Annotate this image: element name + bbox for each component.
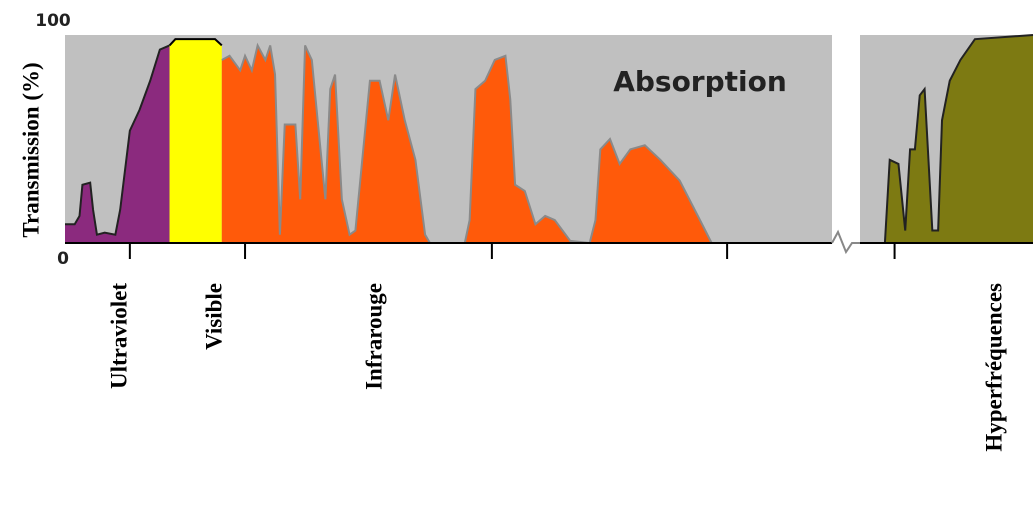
axis-break [831, 229, 860, 255]
areas [65, 34, 1034, 245]
series-label: Hyperfréquences [981, 283, 1006, 452]
y-tick-label: 0 [57, 249, 69, 269]
y-tick-label: 100 [35, 11, 71, 31]
series-label: Infrarouge [361, 283, 386, 390]
y-axis-label: Transmission (%) [18, 62, 43, 237]
area-outline [168, 38, 223, 47]
annotation: Absorption [613, 65, 787, 98]
area-outline [65, 44, 170, 236]
series-label: Ultraviolet [106, 283, 131, 389]
area-outline [221, 42, 713, 245]
series-label: Visible [201, 283, 226, 350]
area-outline [883, 34, 1034, 244]
area [884, 35, 1033, 243]
area [169, 39, 222, 243]
